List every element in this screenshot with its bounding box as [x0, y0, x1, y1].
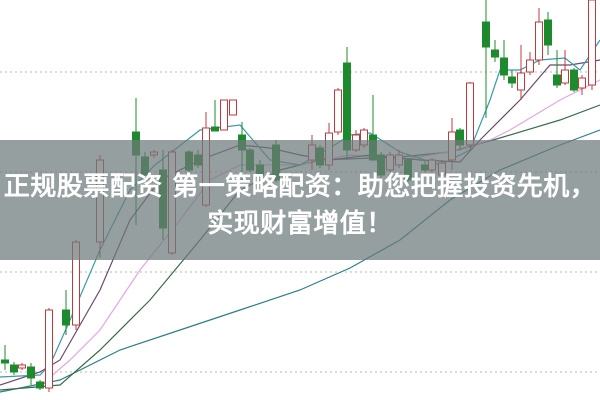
candle-up — [466, 82, 474, 146]
candle-down — [482, 21, 490, 48]
candle-down — [553, 74, 561, 86]
candle-up — [220, 99, 228, 131]
candle-up — [588, 0, 596, 86]
candle-down — [570, 69, 578, 91]
candle-down — [508, 76, 516, 84]
candle-down — [62, 309, 70, 326]
candle-up — [526, 59, 534, 73]
candle-up — [334, 89, 342, 133]
candle-down — [544, 19, 552, 46]
candle-up — [229, 99, 237, 116]
candle-up — [45, 309, 53, 389]
candle-down — [491, 49, 499, 58]
candle-up — [535, 21, 543, 61]
candle-up — [517, 72, 525, 91]
candle-up — [561, 69, 569, 84]
candle-down — [10, 364, 18, 373]
title-line-1: 正规股票配资 第一策略配资：助您把握投资先机， — [3, 172, 597, 202]
candle-down — [343, 62, 351, 151]
candle-up — [18, 364, 26, 369]
candle-down — [27, 366, 35, 379]
candle-up — [578, 77, 586, 89]
candle-down — [211, 126, 219, 132]
candle-down — [1, 359, 9, 364]
candle-down — [36, 381, 44, 389]
title-banner: 正规股票配资 第一策略配资：助您把握投资先机， 实现财富增值！ — [0, 140, 600, 260]
candle-down — [500, 57, 508, 76]
title-line-2: 实现财富增值！ — [207, 209, 393, 239]
